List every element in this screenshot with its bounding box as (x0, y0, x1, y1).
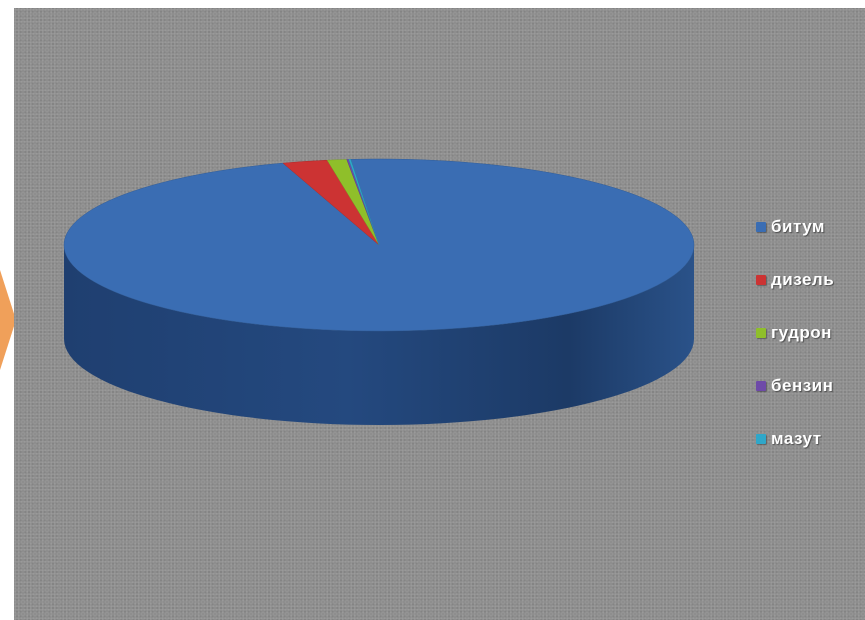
legend-label: гудрон (771, 322, 832, 342)
legend-label: мазут (771, 428, 822, 448)
legend-swatch (756, 433, 766, 444)
legend-swatch (756, 380, 766, 391)
legend-item: гудрон (756, 306, 834, 359)
legend-item: битум (756, 200, 834, 253)
legend-label: бензин (771, 375, 834, 395)
legend: битум дизель гудрон бензин мазут (756, 200, 834, 465)
pie-slice-5 (348, 159, 380, 246)
legend-item: бензин (756, 359, 834, 412)
legend-item: дизель (756, 253, 834, 306)
chart-panel: битум дизель гудрон бензин мазут (14, 8, 865, 620)
legend-swatch (756, 327, 766, 338)
pie-chart (63, 158, 695, 425)
legend-swatch (756, 274, 766, 285)
legend-label: дизель (771, 269, 835, 289)
pie-side (64, 245, 694, 425)
legend-swatch (756, 221, 766, 232)
slide-arrow-decoration (0, 270, 16, 370)
legend-label: битум (771, 216, 826, 236)
legend-item: мазут (756, 412, 834, 465)
